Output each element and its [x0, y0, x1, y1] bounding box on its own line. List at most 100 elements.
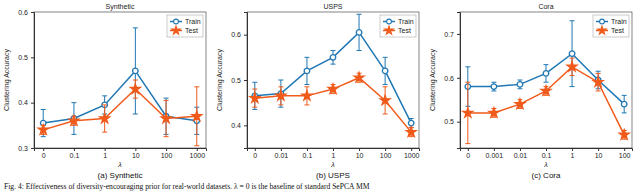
- error-bar-cap: [357, 82, 362, 83]
- x-axis-line: [461, 149, 633, 152]
- marker: [382, 68, 388, 74]
- marker: [515, 99, 525, 108]
- marker: [330, 55, 336, 61]
- error-bar-cap: [465, 82, 470, 83]
- y-axis-line: [31, 13, 35, 149]
- error-bar-cap: [133, 98, 138, 99]
- x-tick-label: 100: [380, 152, 392, 159]
- error-bar-cap: [465, 143, 470, 144]
- plot-area: [250, 14, 416, 136]
- error-bar-cap: [383, 86, 388, 87]
- legend-box: [380, 15, 416, 37]
- error-bar-cap: [570, 58, 575, 59]
- error-bar-cap: [133, 114, 138, 115]
- x-tick-mark: [43, 148, 44, 151]
- error-bar: [357, 14, 362, 50]
- legend-label: Train: [185, 18, 201, 25]
- error-bar-cap: [71, 102, 76, 103]
- y-tick: 0.4: [18, 99, 34, 106]
- x-tick: 100: [380, 148, 392, 159]
- error-bar-cap: [570, 75, 575, 76]
- x-tick: 0: [253, 148, 257, 159]
- x-tick-mark: [197, 148, 198, 151]
- plot-frame: [34, 12, 206, 148]
- x-tick-label: 10: [356, 152, 364, 159]
- panel: 00.010.111010010000.40.50.6USPSλClusteri…: [216, 3, 420, 180]
- x-tick-label: 1: [332, 152, 336, 159]
- marker: [302, 91, 312, 100]
- x-tick: 10: [356, 148, 364, 159]
- x-tick-label: 1000: [189, 152, 205, 159]
- x-axis-title: λ: [543, 161, 548, 168]
- x-axis: 00.010.11101001000: [248, 148, 420, 159]
- legend: TrainTest: [380, 15, 416, 37]
- y-axis-title: Clustering Accuracy: [429, 49, 437, 111]
- error-bar-cap: [596, 90, 601, 91]
- error-bar-cap: [278, 80, 283, 81]
- x-tick-mark: [624, 148, 625, 151]
- error-bar-cap: [164, 136, 169, 137]
- x-tick-mark: [359, 148, 360, 151]
- x-tick-label: 10: [132, 152, 140, 159]
- error-bar-cap: [596, 73, 601, 74]
- error-bar-cap: [622, 95, 627, 96]
- error-bar-cap: [357, 50, 362, 51]
- chart-title: USPS: [323, 3, 342, 10]
- plot-frame: [460, 12, 632, 148]
- marker: [541, 86, 551, 95]
- x-tick-label: 1: [103, 152, 107, 159]
- x-tick: 10: [132, 148, 140, 159]
- x-tick: 1: [332, 148, 336, 159]
- y-tick-label: 0.6: [231, 31, 241, 38]
- x-tick-mark: [105, 148, 106, 151]
- x-tick-label: 0.01: [514, 152, 528, 159]
- x-tick-mark: [307, 148, 308, 151]
- x-tick-mark: [598, 148, 599, 151]
- error-bar-cap: [383, 84, 388, 85]
- y-tick-mark: [457, 34, 460, 35]
- x-tick-mark: [572, 148, 573, 151]
- error-bar-cap: [252, 89, 257, 90]
- y-axis-line: [457, 13, 461, 149]
- marker: [133, 68, 139, 74]
- x-tick-label: 0.1: [303, 152, 313, 159]
- legend-marker: [385, 26, 393, 34]
- error-bar: [570, 21, 575, 87]
- marker: [304, 68, 310, 74]
- series-line: [468, 67, 624, 135]
- x-tick: 0.1: [303, 148, 313, 159]
- error-bar-cap: [252, 107, 257, 108]
- marker: [192, 111, 202, 120]
- legend: TrainTest: [593, 15, 629, 37]
- error-bar-cap: [331, 50, 336, 51]
- error-bar: [491, 82, 496, 91]
- series-line: [43, 89, 197, 130]
- y-axis-line: [244, 13, 248, 149]
- error-bar-cap: [544, 64, 549, 65]
- marker: [69, 116, 79, 125]
- y-tick: 0.5: [231, 77, 247, 84]
- y-axis: 0.40.50.6: [231, 13, 247, 149]
- caption: Fig. 4: Effectiveness of diversity-encou…: [4, 182, 370, 191]
- legend-marker: [172, 26, 180, 34]
- x-tick-label: 1: [571, 152, 575, 159]
- error-bar-cap: [409, 118, 414, 119]
- error-bar: [544, 65, 549, 83]
- y-axis: 0.50.60.7: [444, 13, 460, 149]
- error-bar: [331, 51, 336, 65]
- legend-marker: [387, 19, 392, 24]
- error-bar-cap: [409, 136, 414, 137]
- error-bar-cap: [164, 100, 169, 101]
- x-tick-label: 0: [466, 152, 470, 159]
- error-bar-cap: [41, 109, 46, 110]
- marker: [593, 77, 603, 86]
- x-tick-mark: [166, 148, 167, 151]
- legend: TrainTest: [167, 15, 203, 37]
- marker: [621, 101, 627, 107]
- error-bar-cap: [71, 125, 76, 126]
- legend-marker: [600, 19, 605, 24]
- y-tick-mark: [31, 12, 34, 13]
- y-tick: 0.7: [444, 31, 460, 38]
- x-tick-label: 0.1: [70, 152, 80, 159]
- x-tick-label: 1000: [404, 152, 420, 159]
